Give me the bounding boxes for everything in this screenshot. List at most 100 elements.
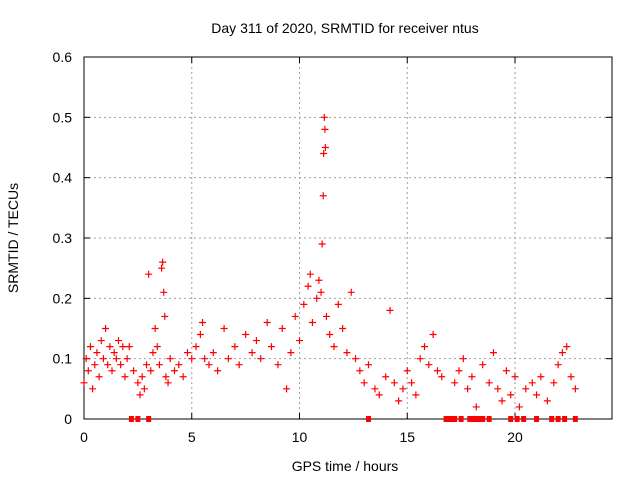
data-point xyxy=(360,379,368,387)
data-point xyxy=(287,349,295,357)
data-point xyxy=(479,361,487,369)
data-point xyxy=(97,337,105,345)
x-tick-label: 15 xyxy=(399,429,415,445)
y-tick-label: 0.5 xyxy=(53,109,73,125)
data-point xyxy=(123,355,131,363)
zero-point xyxy=(555,416,561,422)
data-point xyxy=(352,355,360,363)
data-point xyxy=(188,355,196,363)
data-point xyxy=(334,300,342,308)
data-point xyxy=(433,367,441,375)
data-point xyxy=(257,355,265,363)
data-point xyxy=(242,331,250,339)
data-point xyxy=(315,276,323,284)
data-point xyxy=(95,373,103,381)
data-point xyxy=(308,318,316,326)
data-point xyxy=(209,349,217,357)
y-tick-label: 0.3 xyxy=(53,230,73,246)
zero-point xyxy=(549,416,555,422)
data-point xyxy=(321,125,329,133)
data-point xyxy=(86,343,94,351)
zero-point xyxy=(467,416,473,422)
zero-point xyxy=(146,416,152,422)
data-point xyxy=(248,349,256,357)
data-point xyxy=(175,361,183,369)
data-point xyxy=(515,403,523,411)
ticks-layer: 0 0.1 0.2 0.3 0.4 0.5 0.6 0 5 10 15 20 xyxy=(53,49,612,445)
zero-point xyxy=(365,416,371,422)
data-point xyxy=(166,355,174,363)
data-point xyxy=(214,367,222,375)
data-point xyxy=(494,385,502,393)
data-point xyxy=(112,355,120,363)
data-point xyxy=(224,355,232,363)
data-point xyxy=(291,312,299,320)
zero-point xyxy=(521,416,527,422)
data-point xyxy=(390,379,398,387)
zero-point xyxy=(128,416,134,422)
data-point xyxy=(330,343,338,351)
data-point xyxy=(347,288,355,296)
zero-point xyxy=(534,416,540,422)
data-point xyxy=(300,300,308,308)
plot-frame xyxy=(83,56,613,420)
y-tick-label: 0.6 xyxy=(53,49,73,65)
data-point xyxy=(99,355,107,363)
data-point xyxy=(235,361,243,369)
x-axis-label: GPS time / hours xyxy=(292,458,399,474)
data-point xyxy=(412,391,420,399)
data-point xyxy=(485,379,493,387)
data-point xyxy=(326,331,334,339)
data-point xyxy=(91,361,99,369)
data-point xyxy=(296,337,304,345)
data-point xyxy=(408,379,416,387)
data-point xyxy=(138,373,146,381)
data-point xyxy=(162,373,170,381)
zero-point xyxy=(458,416,464,422)
data-point xyxy=(108,367,116,375)
data-point xyxy=(82,355,90,363)
y-axis-label: SRMTID / TECUs xyxy=(5,183,21,293)
data-point xyxy=(464,385,472,393)
data-point xyxy=(119,343,127,351)
data-point xyxy=(395,397,403,405)
y-tick-label: 0.4 xyxy=(53,170,73,186)
data-point xyxy=(371,385,379,393)
data-point xyxy=(153,343,161,351)
data-point xyxy=(356,367,364,375)
data-point xyxy=(161,312,169,320)
data-point xyxy=(171,367,179,375)
data-point xyxy=(110,349,118,357)
data-point xyxy=(571,385,579,393)
data-point xyxy=(274,361,282,369)
data-point xyxy=(93,349,101,357)
data-point xyxy=(319,192,327,200)
data-point xyxy=(459,355,467,363)
data-point xyxy=(84,367,92,375)
zero-point xyxy=(562,416,568,422)
data-point xyxy=(421,343,429,351)
data-point xyxy=(145,270,153,278)
data-point xyxy=(567,373,575,381)
data-point xyxy=(183,349,191,357)
data-point xyxy=(80,379,88,387)
data-point xyxy=(563,343,571,351)
data-point xyxy=(498,397,506,405)
data-point xyxy=(164,379,172,387)
data-point xyxy=(106,343,114,351)
data-point xyxy=(522,385,530,393)
zero-point xyxy=(135,416,141,422)
data-point xyxy=(364,361,372,369)
zero-point xyxy=(452,416,458,422)
data-point xyxy=(399,385,407,393)
data-point xyxy=(125,343,133,351)
data-point xyxy=(220,325,228,332)
data-point xyxy=(142,361,150,369)
data-point xyxy=(155,361,163,369)
data-point xyxy=(382,373,390,381)
data-point xyxy=(403,367,411,375)
data-point xyxy=(472,403,480,411)
data-point xyxy=(322,312,330,320)
chart-title: Day 311 of 2020, SRMTID for receiver ntu… xyxy=(211,20,478,36)
